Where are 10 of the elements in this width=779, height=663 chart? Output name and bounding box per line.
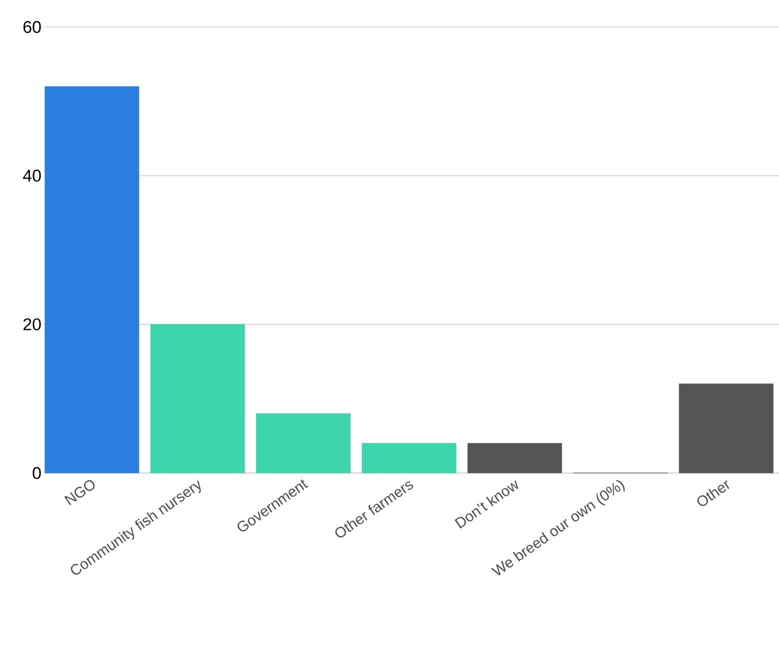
bar (44, 86, 140, 474)
y-tick-label: 20 (24, 318, 41, 330)
y-tick-label: 40 (23, 170, 41, 182)
bar (468, 443, 562, 474)
y-tick-label: 0 (32, 467, 41, 479)
bar (678, 384, 774, 474)
bar (362, 443, 456, 474)
y-tick-label: 60 (24, 21, 41, 34)
bar (256, 413, 351, 474)
bar (150, 324, 245, 474)
